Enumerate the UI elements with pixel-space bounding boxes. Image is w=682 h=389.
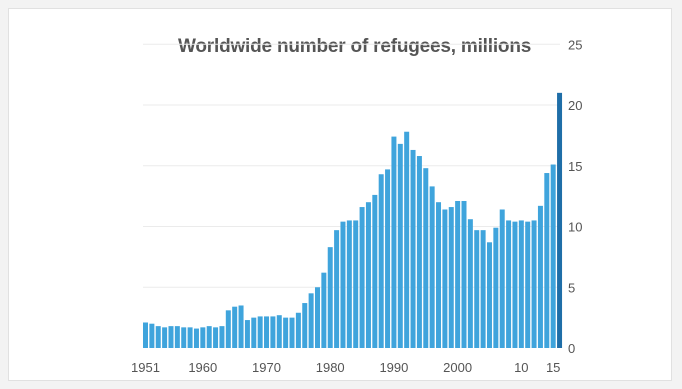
bar-1993 xyxy=(410,149,416,348)
y-tick-label: 20 xyxy=(568,98,582,113)
bar-2006 xyxy=(493,227,499,348)
bar-2010 xyxy=(518,220,524,348)
bar-2004 xyxy=(480,230,486,348)
bar-1968 xyxy=(251,317,257,349)
bar-2013 xyxy=(537,205,543,348)
bar-1953 xyxy=(155,326,161,348)
bar-2003 xyxy=(474,230,480,348)
bar-1952 xyxy=(149,323,155,348)
bar-1954 xyxy=(162,327,168,348)
bar-1976 xyxy=(302,303,308,348)
bar-2007 xyxy=(499,209,505,348)
bar-2002 xyxy=(467,219,473,348)
bar-1977 xyxy=(308,293,314,348)
x-tick-label: 1951 xyxy=(131,360,160,375)
x-tick-label: 1980 xyxy=(316,360,345,375)
bar-1999 xyxy=(448,207,454,348)
bar-2000 xyxy=(455,200,461,348)
bar-1998 xyxy=(442,209,448,348)
bar-1997 xyxy=(436,202,442,348)
bar-1992 xyxy=(404,131,410,348)
bar-1982 xyxy=(340,221,346,348)
bar-1956 xyxy=(174,326,180,348)
bar-1979 xyxy=(321,272,327,348)
bar-1991 xyxy=(397,143,403,348)
bar-1981 xyxy=(334,230,340,348)
bar-1958 xyxy=(187,327,193,348)
bar-1951 xyxy=(143,322,148,348)
bar-2005 xyxy=(486,242,492,348)
x-tick-label: 1990 xyxy=(379,360,408,375)
bar-1974 xyxy=(289,317,295,349)
bar-1963 xyxy=(219,326,225,348)
bar-1985 xyxy=(359,207,365,348)
bar-2012 xyxy=(531,220,537,348)
bars xyxy=(143,92,563,349)
y-tick-label: 5 xyxy=(568,280,575,295)
bar-1975 xyxy=(295,312,301,348)
bar-2009 xyxy=(512,221,518,348)
x-tick-label: 2000 xyxy=(443,360,472,375)
bar-1964 xyxy=(225,310,231,348)
bar-1983 xyxy=(346,220,352,348)
y-tick-label: 10 xyxy=(568,220,582,235)
bar-1988 xyxy=(378,174,384,348)
bar-1984 xyxy=(353,220,359,348)
bar-1986 xyxy=(365,202,371,348)
bar-1980 xyxy=(327,247,333,348)
y-tick-label: 0 xyxy=(568,341,575,356)
x-tick-label: 1960 xyxy=(188,360,217,375)
bar-2016 xyxy=(557,92,563,348)
bar-1962 xyxy=(213,327,219,348)
bar-1960 xyxy=(200,327,206,348)
bar-1996 xyxy=(429,186,435,348)
bar-1955 xyxy=(168,326,174,348)
x-axis-ticks: 1951 1960 1970 1980 1990 2000 10 15 xyxy=(131,360,560,375)
bar-1989 xyxy=(385,169,391,348)
x-tick-label: 1970 xyxy=(252,360,281,375)
bar-1990 xyxy=(391,136,397,348)
bar-1971 xyxy=(270,316,276,348)
bar-1973 xyxy=(283,317,289,349)
bar-2008 xyxy=(506,220,512,348)
bar-1969 xyxy=(257,316,263,348)
bar-1994 xyxy=(416,156,422,348)
bar-2001 xyxy=(461,200,467,348)
bar-1970 xyxy=(264,316,270,348)
bar-1987 xyxy=(372,194,378,348)
bar-2011 xyxy=(525,221,531,348)
y-tick-label: 25 xyxy=(568,37,582,52)
bar-1995 xyxy=(423,168,429,348)
bar-1978 xyxy=(314,287,320,348)
bar-1957 xyxy=(181,327,187,348)
y-axis-ticks: 0 5 10 15 20 25 xyxy=(568,37,582,356)
bar-1965 xyxy=(232,306,238,348)
y-tick-label: 15 xyxy=(568,159,582,174)
x-tick-label: 15 xyxy=(546,360,560,375)
bar-1972 xyxy=(276,315,282,348)
bar-1966 xyxy=(238,305,244,348)
x-tick-label: 10 xyxy=(514,360,528,375)
bar-2015 xyxy=(550,164,556,348)
bar-1967 xyxy=(244,320,250,348)
bar-1959 xyxy=(193,328,199,348)
bar-2014 xyxy=(544,173,550,348)
chart-title: Worldwide number of refugees, millions xyxy=(178,36,532,57)
bar-1961 xyxy=(206,326,212,348)
